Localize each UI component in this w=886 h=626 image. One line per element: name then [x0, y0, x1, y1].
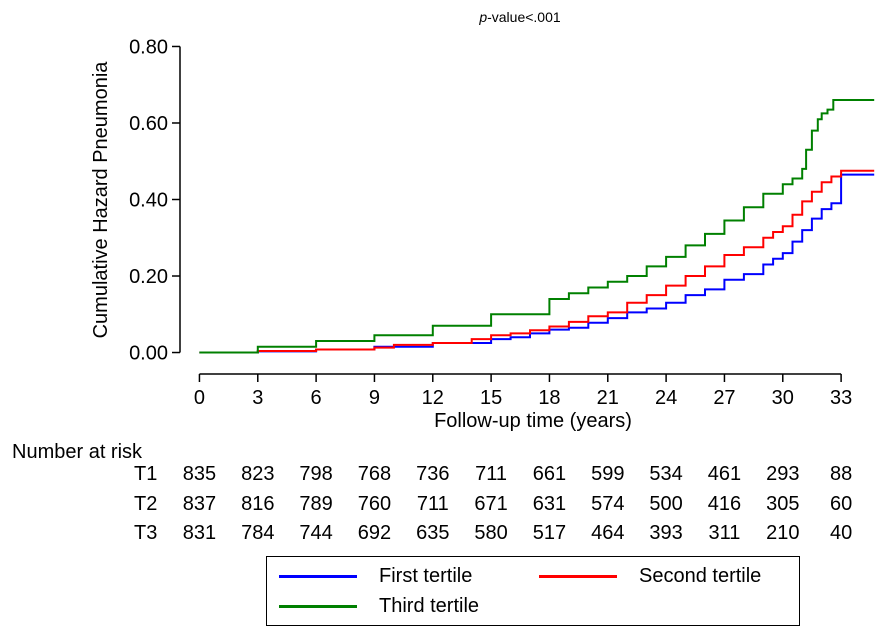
x-tick-label: 18 — [538, 387, 560, 409]
x-tick-label: 6 — [311, 387, 322, 409]
chart-title-italic: p — [478, 9, 487, 25]
series-layer — [199, 99, 875, 354]
x-tick-label: 30 — [772, 387, 794, 409]
legend-item-first-tertile: First tertile — [279, 565, 472, 588]
x-tick-label: 3 — [252, 387, 263, 409]
x-tick-label: 15 — [480, 387, 502, 409]
series-line-2 — [199, 169, 875, 354]
y-tick-label: 0.40 — [129, 190, 168, 212]
x-axis-label: Follow-up time (years) — [434, 410, 632, 432]
chart-title-rest: -value<.001 — [487, 9, 561, 25]
y-tick-label: 0.80 — [129, 36, 168, 58]
chart-title: p-value<.001 — [478, 9, 561, 25]
legend-label-second-tertile: Second tertile — [639, 565, 762, 587]
x-tick-label: 24 — [655, 387, 677, 409]
legend-label-first-tertile: First tertile — [379, 565, 473, 587]
x-tick-label: 33 — [830, 387, 852, 409]
legend: First tertile Second tertile Third terti… — [266, 556, 800, 626]
x-tick-label: 0 — [194, 387, 205, 409]
series-line-3 — [199, 99, 875, 354]
legend-item-second-tertile: Second tertile — [539, 565, 761, 588]
x-axis: 0 3 6 9 12 15 18 21 24 27 30 33 — [194, 373, 852, 409]
series-line-1 — [199, 173, 875, 354]
x-tick-label: 12 — [422, 387, 444, 409]
y-tick-label: 0.20 — [129, 266, 168, 288]
y-tick-label: 0.60 — [129, 113, 168, 135]
y-axis: 0.00 0.20 0.40 0.60 0.80 — [129, 36, 181, 365]
legend-swatch-second-tertile — [539, 575, 617, 578]
x-tick-label: 27 — [713, 387, 735, 409]
legend-item-third-tertile: Third tertile — [279, 595, 479, 618]
y-axis-label: Cumulative Hazard Pneumonia — [90, 61, 112, 339]
y-tick-label: 0.00 — [129, 343, 168, 365]
legend-swatch-third-tertile — [279, 605, 357, 608]
x-tick-label: 9 — [369, 387, 380, 409]
legend-swatch-first-tertile — [279, 575, 357, 578]
x-tick-label: 21 — [597, 387, 619, 409]
legend-label-third-tertile: Third tertile — [379, 595, 480, 617]
risk-table-title: Number at risk — [12, 441, 143, 463]
